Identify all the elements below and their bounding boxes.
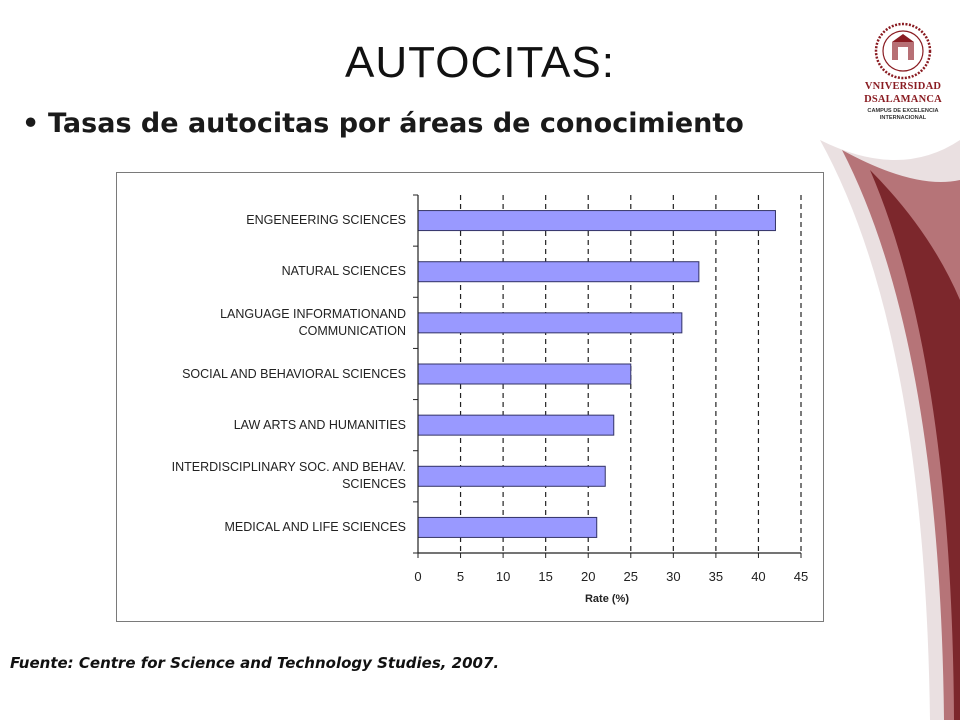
x-tick-label: 25 [623,569,638,584]
logo-sub-line1: CAMPUS DE EXCELENCIA [867,108,939,114]
bar [417,465,606,487]
x-tick-label: 15 [538,569,553,584]
bar [417,312,683,334]
logo-subtitle: CAMPUS DE EXCELENCIA INTERNACIONAL [862,108,944,122]
source-citation: Fuente: Centre for Science and Technolog… [10,654,500,672]
seal-icon [874,22,932,80]
x-tick-label: 30 [666,569,681,584]
category-label: ENGENEERING SCIENCES [246,213,406,228]
logo-sub-line2: INTERNACIONAL [879,115,927,121]
x-axis-title: Rate (%) [584,593,629,605]
slide-title: AUTOCITAS: [345,38,615,87]
category-label: SOCIAL AND BEHAVIORAL SCIENCES [182,366,406,381]
x-tick-label: 40 [751,569,766,584]
category-label: LAW ARTS AND HUMANITIES [233,417,406,432]
bar [417,414,615,436]
x-tick-label: 5 [456,569,465,584]
x-tick-label: 0 [414,569,422,584]
x-tick-label: 20 [580,569,596,584]
bar [417,261,700,283]
category-label: LANGUAGE INFORMATIONAND COMMUNICATION [220,306,406,338]
logo-name: VNIVERSIDAD DSALAMANCA [862,80,944,106]
bullet-text: Tasas de autocitas por áreas de conocimi… [48,108,744,139]
bar [417,516,598,538]
bar [417,363,632,385]
university-logo: VNIVERSIDAD DSALAMANCA CAMPUS DE EXCELEN… [862,22,944,134]
logo-name-line2: DSALAMANCA [864,94,942,105]
category-label: NATURAL SCIENCES [281,264,406,279]
x-tick-label: 10 [495,569,511,584]
bar [417,210,776,232]
logo-name-line1: VNIVERSIDAD [864,81,942,92]
category-label: INTERDISCIPLINARY SOC. AND BEHAV. SCIENC… [171,460,406,492]
category-label: MEDICAL AND LIFE SCIENCES [224,519,406,534]
bar-chart: ENGENEERING SCIENCES NATURAL SCIENCES LANG… [116,172,824,622]
x-tick-label: 35 [708,569,724,584]
x-tick-label: 45 [793,569,809,584]
bullet-point: • Tasas de autocitas por áreas de conocim… [22,108,744,139]
chart-plot-area [413,194,802,558]
